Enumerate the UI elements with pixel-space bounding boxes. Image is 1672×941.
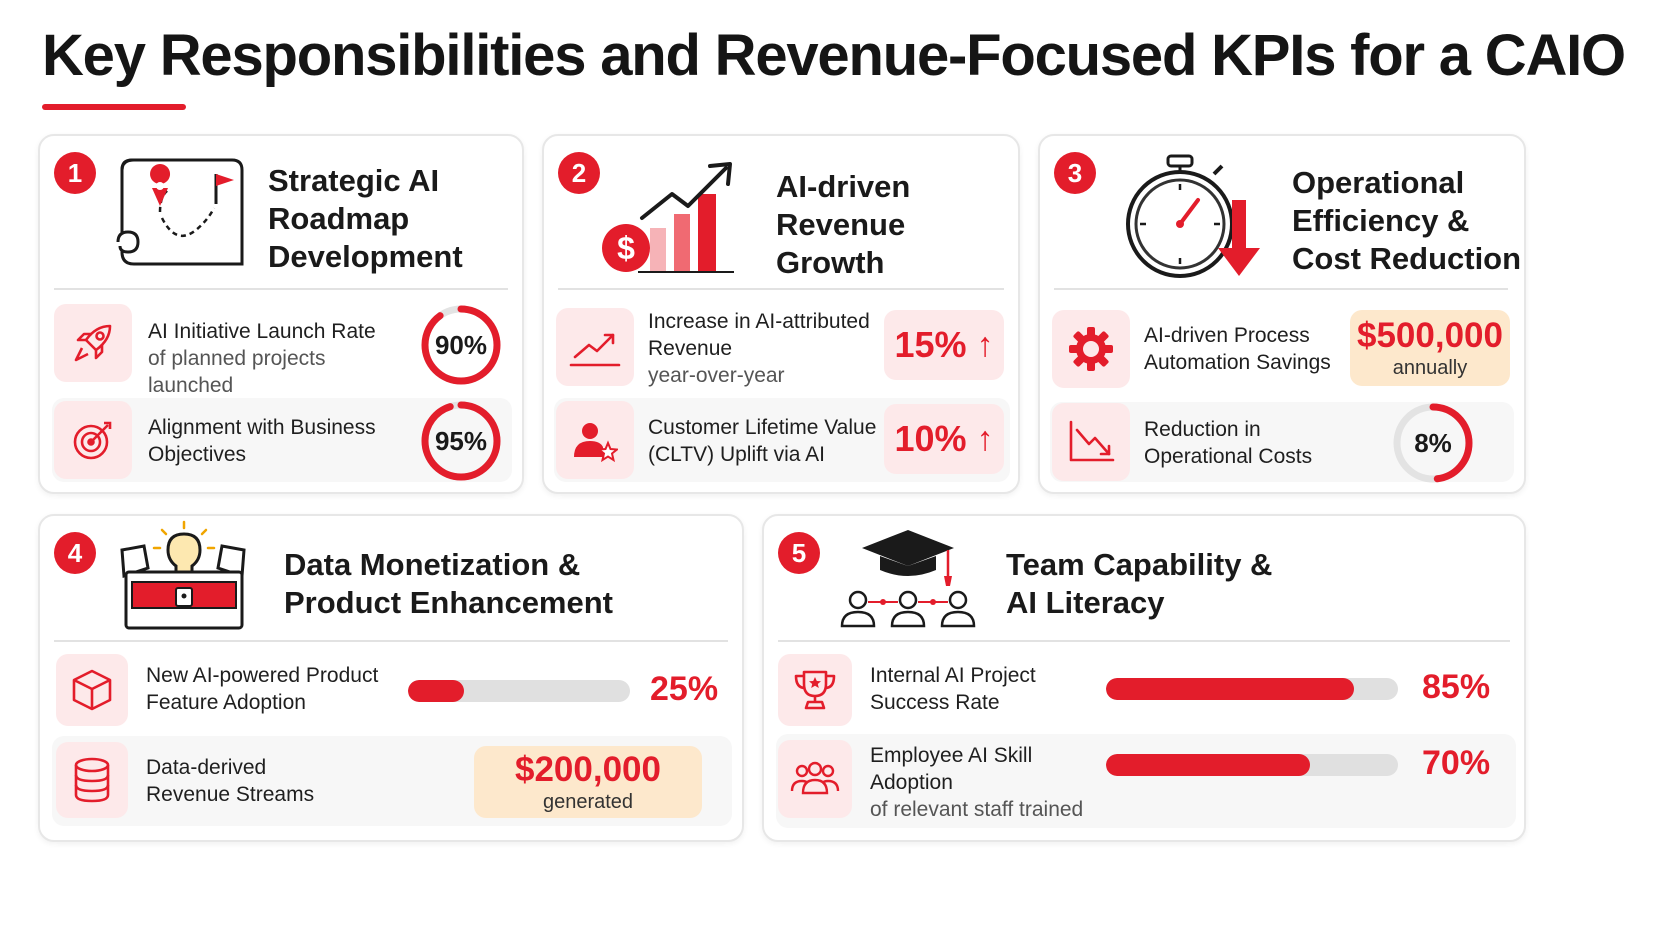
kpi-value: 95% xyxy=(434,425,488,456)
kpi-row: Data-derived Revenue Streams $200,000 ge… xyxy=(52,736,732,826)
trophy-icon xyxy=(778,654,852,726)
kpi-value: 15% xyxy=(894,324,967,365)
kpi-row: AI Initiative Launch Rate of planned pro… xyxy=(52,302,512,397)
kpi-row: AI-driven Process Automation Savings $50… xyxy=(1050,306,1514,390)
card-number-badge: 5 xyxy=(778,532,820,574)
card-title: AI-driven Revenue Growth xyxy=(776,169,911,280)
card-data-monetization: 4 Data Monetization & Product Enhancemen… xyxy=(38,514,744,842)
trend-up-icon xyxy=(556,308,634,386)
kpi-value-badge: 10% ↑ xyxy=(884,404,1004,474)
kpi-label: Employee AI Skill Adoption of relevant s… xyxy=(870,744,1084,821)
graduation-team-icon xyxy=(836,526,980,637)
card-title: Operational Efficiency & Cost Reduction xyxy=(1292,165,1522,276)
progress-bar xyxy=(408,680,630,702)
kpi-label: New AI-powered Product Feature Adoption xyxy=(146,664,379,714)
card-title: Team Capability & AI Literacy xyxy=(1006,547,1273,620)
kpi-row: Increase in AI-attributed Revenue year-o… xyxy=(554,302,1010,387)
kpi-row: Internal AI Project Success Rate 85% xyxy=(776,652,1516,728)
kpi-label: Reduction in Operational Costs xyxy=(1144,418,1313,468)
target-icon xyxy=(54,401,132,479)
card-divider xyxy=(54,288,508,290)
kpi-money-badge: $500,000 annually xyxy=(1350,310,1510,386)
card-title: Strategic AI Roadmap Development xyxy=(268,163,463,274)
kpi-label: Customer Lifetime Value (CLTV) Uplift vi… xyxy=(648,416,877,466)
kpi-money-badge: $200,000 generated xyxy=(474,746,702,818)
kpi-label: Increase in AI-attributed Revenue year-o… xyxy=(648,310,870,387)
roadmap-map-icon xyxy=(116,156,246,276)
kpi-value-note: generated xyxy=(542,791,634,813)
kpi-label: Internal AI Project Success Rate xyxy=(870,664,1036,714)
kpi-row: Employee AI Skill Adoption of relevant s… xyxy=(776,734,1516,828)
progress-bar xyxy=(1106,678,1398,700)
card-revenue-growth: 2 $ AI-driven Revenue Growth Increase in… xyxy=(542,134,1020,494)
card-strategic-roadmap: 1 Strategic AI Roadmap Development xyxy=(38,134,524,494)
stopwatch-down-icon xyxy=(1118,152,1278,287)
arrow-up-icon: ↑ xyxy=(976,419,994,458)
card-title: Data Monetization & Product Enhancement xyxy=(284,547,613,620)
card-number-badge: 4 xyxy=(54,532,96,574)
card-divider xyxy=(558,288,1004,290)
kpi-row: Customer Lifetime Value (CLTV) Uplift vi… xyxy=(554,398,1010,482)
card-number-badge: 3 xyxy=(1054,152,1096,194)
kpi-row: Alignment with Business Objectives 95% xyxy=(52,398,512,482)
kpi-value: 90% xyxy=(434,329,488,360)
kpi-value: 85% xyxy=(1422,668,1491,706)
kpi-value: $500,000 xyxy=(1357,316,1503,355)
page-title: Key Responsibilities and Revenue-Focused… xyxy=(42,23,1626,88)
svg-text:$: $ xyxy=(617,230,635,266)
card-divider xyxy=(1054,288,1508,290)
card-team-capability: 5 Team Capability & AI Literacy xyxy=(762,514,1526,842)
kpi-value-note: annually xyxy=(1392,357,1468,379)
kpi-label: Data-derived Revenue Streams xyxy=(146,756,315,806)
progress-ring: 95% xyxy=(418,398,504,484)
revenue-growth-chart-icon: $ xyxy=(598,158,748,283)
card-divider xyxy=(54,640,728,642)
kpi-label: Alignment with Business Objectives xyxy=(148,416,376,466)
card-divider xyxy=(778,640,1510,642)
database-icon xyxy=(56,742,128,818)
progress-bar xyxy=(1106,754,1398,776)
progress-ring: 90% xyxy=(418,302,504,388)
kpi-value: 70% xyxy=(1422,744,1491,782)
card-number-badge: 1 xyxy=(54,152,96,194)
customer-star-icon xyxy=(556,401,634,479)
card-operational-efficiency: 3 Operational Efficiency & Cost Reductio… xyxy=(1038,134,1526,494)
kpi-value: 10% xyxy=(894,418,967,459)
rocket-icon xyxy=(54,304,132,382)
kpi-row: New AI-powered Product Feature Adoption … xyxy=(52,652,732,728)
card-number-badge: 2 xyxy=(558,152,600,194)
trend-down-icon xyxy=(1052,403,1130,481)
gear-icon xyxy=(1052,310,1130,388)
kpi-label: AI Initiative Launch Rate of planned pro… xyxy=(148,320,376,397)
arrow-up-icon: ↑ xyxy=(976,325,994,364)
kpi-value: 25% xyxy=(650,670,719,708)
kpi-value: $200,000 xyxy=(515,750,661,789)
team-icon xyxy=(778,740,852,818)
progress-ring: 8% xyxy=(1390,400,1476,486)
kpi-value-badge: 15% ↑ xyxy=(884,310,1004,380)
kpi-value: 8% xyxy=(1414,427,1452,458)
kpi-row: Reduction in Operational Costs 8% xyxy=(1050,402,1514,483)
treasure-chest-lightbulb-icon xyxy=(118,520,248,637)
title-underline xyxy=(42,104,186,110)
kpi-label: AI-driven Process Automation Savings xyxy=(1144,324,1331,374)
cube-icon xyxy=(56,654,128,726)
